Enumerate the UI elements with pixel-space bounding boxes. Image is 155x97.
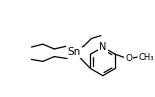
Text: N: N [99, 42, 106, 52]
Text: CH₃: CH₃ [138, 53, 154, 62]
Text: O: O [125, 55, 132, 63]
Text: Sn: Sn [68, 47, 81, 57]
